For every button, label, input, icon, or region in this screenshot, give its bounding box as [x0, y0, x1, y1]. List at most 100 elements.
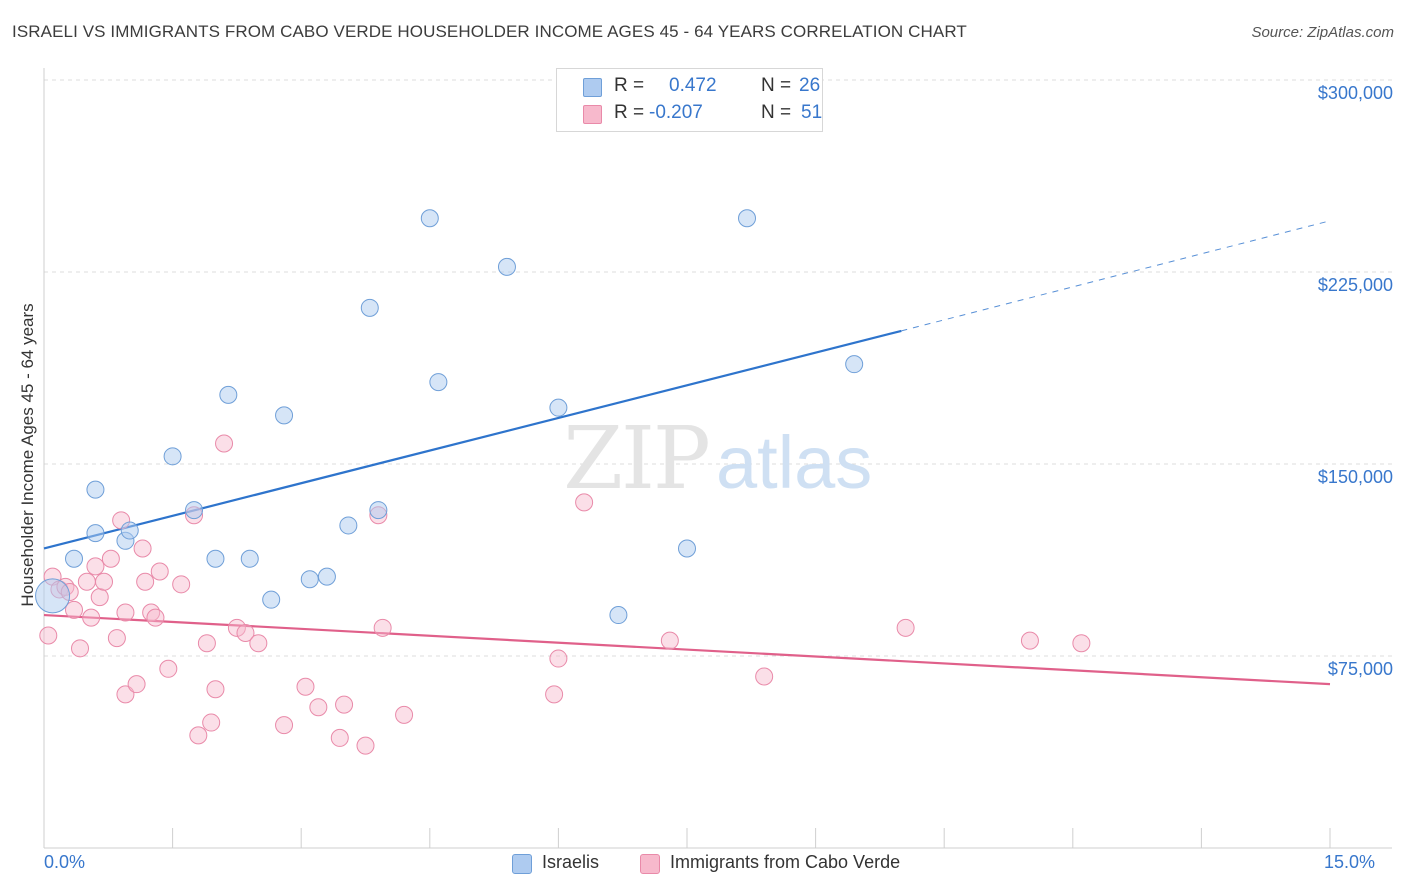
point-cabo-verde-41 [373, 618, 392, 637]
point-cabo-verde-42 [395, 705, 414, 724]
point-israelis-5 [120, 521, 139, 540]
bottom-legend-label-cabo-verde: Immigrants from Cabo Verde [670, 852, 901, 872]
point-cabo-verde-28 [202, 713, 221, 732]
source-label: Source: ZipAtlas.com [1251, 24, 1394, 41]
point-cabo-verde-46 [660, 631, 679, 650]
point-cabo-verde-8 [82, 608, 101, 627]
point-cabo-verde-43 [545, 685, 564, 704]
legend-swatch-israelis [583, 78, 602, 97]
axes [43, 68, 1392, 849]
point-cabo-verde-6 [71, 639, 90, 658]
point-israelis-3 [86, 480, 105, 499]
point-israelis-20 [497, 257, 516, 276]
data-points [35, 209, 1091, 755]
point-israelis-11 [262, 590, 281, 609]
trend-line-cabo-verde [43, 613, 1331, 686]
point-cabo-verde-29 [206, 680, 225, 699]
bottom-legend-label-israelis: Israelis [542, 852, 600, 872]
point-cabo-verde-11 [95, 572, 114, 591]
legend-n-label: N = [761, 102, 792, 123]
point-israelis-19 [429, 373, 448, 392]
point-cabo-verde-36 [309, 698, 328, 717]
point-cabo-verde-21 [146, 608, 165, 627]
point-cabo-verde-15 [116, 685, 135, 704]
point-cabo-verde-18 [133, 539, 152, 558]
point-cabo-verde-30 [215, 434, 234, 453]
chart-title: ISRAELI VS IMMIGRANTS FROM CABO VERDE HO… [12, 22, 967, 41]
x-axis-min-label: 0.0% [44, 852, 86, 872]
point-israelis-7 [185, 501, 204, 520]
point-israelis-23 [678, 539, 696, 558]
point-cabo-verde-35 [296, 677, 315, 696]
trend-line-israelis-extension [901, 220, 1331, 332]
point-israelis-2 [86, 524, 105, 543]
point-cabo-verde-26 [189, 726, 208, 745]
y-tick-label-3: $300,000 [1318, 83, 1393, 103]
point-israelis-25 [845, 355, 864, 374]
point-cabo-verde-47 [755, 667, 774, 686]
point-israelis-18 [420, 209, 439, 228]
point-cabo-verde-49 [1020, 631, 1039, 650]
point-cabo-verde-12 [101, 549, 120, 568]
point-cabo-verde-33 [249, 634, 268, 653]
point-israelis-22 [609, 606, 628, 625]
point-cabo-verde-9 [86, 557, 105, 576]
x-axis-max-label: 15.0% [1324, 852, 1376, 872]
point-cabo-verde-48 [896, 618, 915, 637]
point-israelis-14 [317, 567, 336, 586]
point-cabo-verde-13 [107, 629, 126, 648]
point-cabo-verde-16 [116, 603, 135, 622]
point-israelis-6 [163, 447, 182, 466]
watermark: ZIP atlas [563, 409, 872, 509]
y-tick-label-0: $75,000 [1328, 659, 1393, 679]
point-cabo-verde-0 [39, 626, 58, 645]
point-cabo-verde-37 [330, 728, 349, 747]
bottom-legend-swatch-israelis [512, 854, 532, 874]
point-israelis-10 [240, 549, 259, 568]
point-cabo-verde-7 [77, 572, 96, 591]
point-cabo-verde-19 [136, 572, 155, 591]
point-israelis-1 [65, 549, 84, 568]
legend-r-value: -0.207 [649, 102, 703, 123]
point-cabo-verde-50 [1072, 634, 1091, 653]
point-cabo-verde-44 [549, 649, 568, 668]
point-israelis-13 [300, 570, 319, 589]
legend-n-value: 26 [799, 75, 821, 96]
legend-r-value: 0.472 [669, 75, 717, 96]
point-israelis-24 [738, 209, 757, 228]
watermark-atlas: atlas [716, 421, 872, 504]
point-cabo-verde-45 [575, 493, 594, 512]
point-cabo-verde-32 [236, 623, 255, 642]
bottom-legend-swatch-cabo-verde [640, 854, 660, 874]
point-israelis-15 [339, 516, 358, 535]
point-israelis-0 [35, 578, 71, 614]
legend-n-label: N = [761, 75, 792, 96]
point-cabo-verde-5 [65, 600, 84, 619]
point-cabo-verde-17 [127, 675, 146, 694]
point-cabo-verde-10 [90, 588, 109, 607]
watermark-zip: ZIP [563, 409, 709, 509]
y-axis-label: Householder Income Ages 45 - 64 years [18, 303, 37, 606]
point-israelis-12 [275, 406, 294, 425]
point-cabo-verde-27 [197, 634, 216, 653]
point-cabo-verde-38 [335, 695, 354, 714]
point-israelis-9 [219, 385, 238, 404]
point-israelis-16 [360, 298, 379, 317]
legend-n-value: 51 [801, 102, 823, 123]
y-tick-labels: $75,000 $150,000 $225,000 $300,000 [1318, 83, 1393, 679]
point-cabo-verde-39 [356, 736, 375, 755]
legend-r-label: R = [614, 102, 645, 123]
legend-r-label: R = [614, 75, 645, 96]
point-cabo-verde-31 [227, 618, 246, 637]
point-cabo-verde-24 [172, 575, 191, 594]
grid-lines [44, 79, 1392, 657]
point-israelis-17 [369, 501, 388, 520]
point-israelis-21 [549, 398, 568, 417]
correlation-legend: R = 0.472 N = 26 R = -0.207 N = 51 [556, 68, 823, 132]
y-tick-label-1: $150,000 [1318, 467, 1393, 487]
legend-swatch-cabo-verde [583, 105, 602, 124]
point-cabo-verde-34 [275, 716, 294, 735]
y-tick-label-2: $225,000 [1318, 275, 1393, 295]
point-cabo-verde-22 [150, 562, 169, 581]
